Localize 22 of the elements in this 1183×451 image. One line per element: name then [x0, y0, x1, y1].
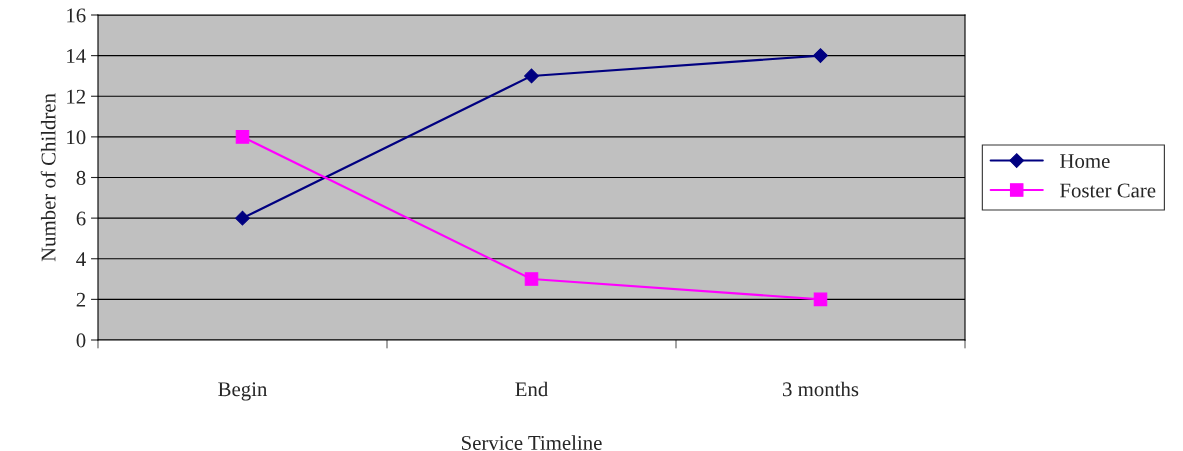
legend-label: Home: [1060, 154, 1110, 169]
point: [235, 210, 250, 226]
x-tick-label: End: [515, 381, 549, 397]
legend-label: Foster Care: [1060, 183, 1156, 198]
y-tick-label: 12: [67, 89, 86, 104]
y-axis-title: Number of Children: [40, 93, 56, 262]
x-tick-label: 3 months: [783, 381, 859, 397]
y-tick-label: 0: [76, 333, 86, 348]
x-tick-label: Begin: [218, 382, 268, 401]
y-tick-label: 16: [67, 8, 86, 23]
point: [524, 68, 539, 84]
point: [813, 48, 828, 64]
point: [235, 130, 250, 144]
x-axis-title: Service Timeline: [462, 435, 602, 450]
point: [524, 272, 539, 286]
y-tick-label: 14: [67, 49, 86, 63]
point: [813, 292, 828, 307]
y-tick-label: 8: [76, 170, 86, 185]
y-tick-label: 2: [76, 292, 86, 307]
y-tick-label: 4: [76, 252, 86, 266]
y-tick-label: 6: [76, 211, 86, 226]
y-tick-label: 10: [67, 130, 86, 145]
